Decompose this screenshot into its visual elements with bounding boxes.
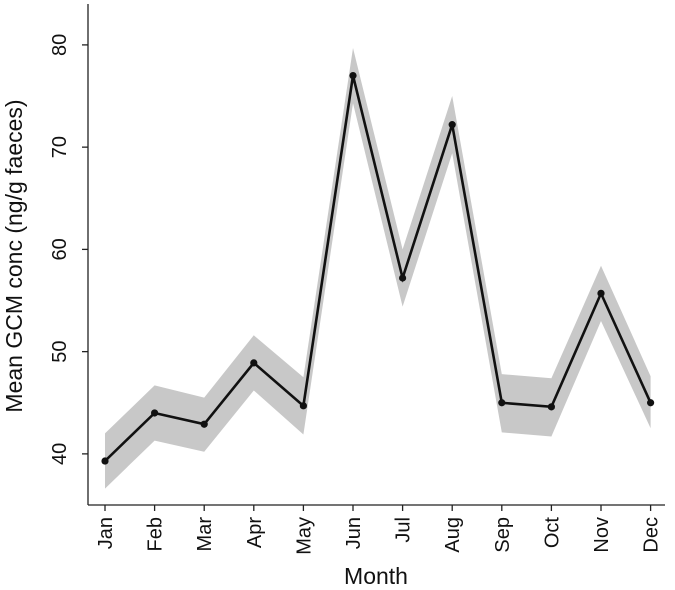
data-point-feb <box>151 409 159 417</box>
x-tick-label-nov: Nov <box>591 517 613 553</box>
x-tick-label-jan: Jan <box>95 517 117 549</box>
series-line <box>104 75 652 462</box>
data-point-sep <box>498 399 506 407</box>
data-point-may <box>299 402 307 410</box>
x-tick-label-jul: Jul <box>393 517 415 543</box>
x-tick-label-sep: Sep <box>492 517 514 553</box>
y-axis: 40 50 60 70 80 <box>49 4 89 505</box>
x-tick-label-feb: Feb <box>145 517 167 551</box>
y-axis-title: Mean GCM conc (ng/g faeces) <box>1 99 27 412</box>
data-point-oct <box>547 403 556 411</box>
y-tick-label: 60 <box>49 238 71 260</box>
x-tick-label-jun: Jun <box>343 517 365 549</box>
data-points <box>101 71 655 465</box>
data-point-jul <box>399 274 407 282</box>
confidence-band <box>105 48 651 489</box>
x-axis: Jan Feb Mar Apr May Jun Jul Aug Sep Oct Nov Dec <box>88 504 665 555</box>
y-tick-label: 80 <box>49 34 71 56</box>
data-point-aug <box>448 121 456 129</box>
y-ticks: 40 50 60 70 80 <box>49 34 88 465</box>
y-tick-label: 50 <box>49 341 71 363</box>
x-tick-label-may: May <box>293 517 315 555</box>
data-point-jan <box>101 457 109 465</box>
data-point-apr <box>250 359 258 367</box>
y-tick-label: 70 <box>49 136 71 158</box>
plot-area <box>101 48 655 489</box>
data-point-nov <box>597 289 605 297</box>
data-point-mar <box>200 420 208 428</box>
x-tick-label-apr: Apr <box>244 517 266 548</box>
data-point-dec <box>647 399 655 407</box>
data-point-jun <box>349 71 357 80</box>
x-tick-label-aug: Aug <box>442 517 464 553</box>
x-tick-label-mar: Mar <box>194 517 216 552</box>
y-tick-label: 40 <box>49 443 71 465</box>
x-tick-label-dec: Dec <box>641 517 663 553</box>
x-tick-label-oct: Oct <box>541 517 563 549</box>
x-axis-title: Month <box>344 563 408 589</box>
x-ticks: Jan Feb Mar Apr May Jun Jul Aug Sep Oct Nov Dec <box>95 505 663 555</box>
